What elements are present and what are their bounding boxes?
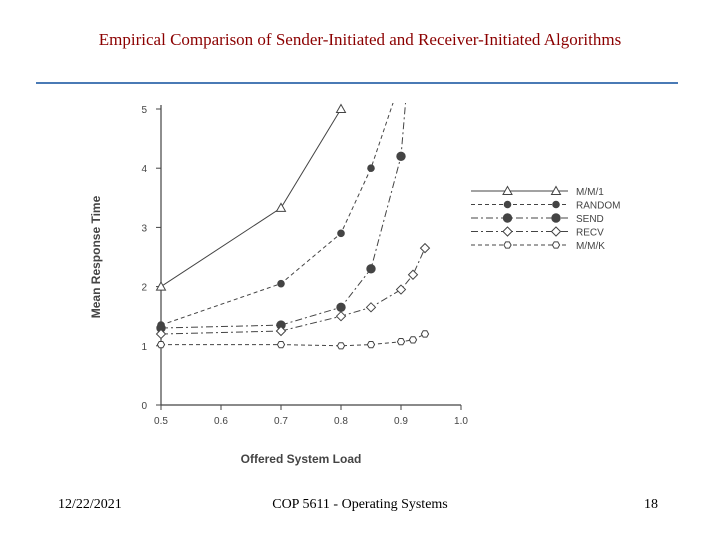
data-point-recv — [275, 325, 287, 337]
legend-marker-mmk — [503, 241, 512, 249]
y-tick-label: 4 — [141, 164, 147, 175]
legend-label-random: RANDOM — [576, 201, 620, 212]
data-point-recv — [155, 328, 167, 340]
data-point-mmk — [408, 336, 418, 344]
data-point-send — [396, 151, 406, 162]
legend-label-mm1: M/M/1 — [576, 187, 604, 198]
data-point-recv — [407, 269, 419, 280]
data-point-recv — [335, 310, 347, 322]
data-point-recv — [419, 242, 431, 254]
legend-marker-mmk — [551, 241, 561, 249]
y-tick-label: 1 — [141, 342, 147, 353]
x-tick-label: 0.9 — [394, 416, 408, 427]
x-axis-title: Offered System Load — [241, 452, 362, 466]
y-tick-label: 3 — [141, 223, 147, 234]
data-point-mm1 — [155, 281, 167, 291]
x-tick-label: 0.8 — [334, 416, 348, 427]
data-point-mmk — [396, 338, 406, 346]
chart-container: 0.5 0.6 0.7 0.8 0.9 1.0 0 1 2 3 4 5 Offered System L… — [78, 95, 640, 475]
data-point-recv — [365, 302, 377, 313]
footer-date: 12/22/2021 — [58, 497, 122, 512]
series-line-mm1 — [160, 108, 342, 288]
x-tick-label: 0.5 — [154, 416, 168, 427]
x-tick-label: 0.7 — [274, 416, 288, 427]
y-tick-label: 0 — [141, 401, 147, 412]
data-point-mmk — [366, 341, 376, 349]
response-time-chart: 0.5 0.6 0.7 0.8 0.9 1.0 0 1 2 3 4 5 Offered System L… — [89, 103, 620, 466]
data-point-random — [367, 164, 375, 172]
legend-label-send: SEND — [576, 214, 604, 225]
legend-marker-recv — [550, 226, 562, 237]
legend-marker-send — [502, 213, 513, 223]
y-tick-label: 2 — [141, 283, 147, 294]
x-tick-label: 1.0 — [454, 416, 468, 427]
footer-page-number: 18 — [644, 497, 658, 512]
data-point-mm1 — [335, 103, 347, 113]
data-point-send — [336, 302, 346, 313]
legend-marker-mm1 — [502, 185, 513, 195]
legend-marker-random — [552, 200, 560, 209]
x-tick-label: 0.6 — [214, 416, 228, 427]
y-tick-label: 5 — [141, 105, 147, 116]
legend-label-recv: RECV — [576, 228, 604, 239]
legend-marker-send — [551, 213, 561, 223]
slide-title: Empirical Comparison of Sender-Initiated… — [98, 30, 622, 49]
footer-course: COP 5611 - Operating Systems — [272, 497, 448, 512]
series-line-mmk — [161, 333, 426, 347]
y-axis-title: Mean Response Time — [89, 195, 103, 318]
data-point-mmk — [156, 341, 166, 349]
data-point-mmk — [420, 330, 430, 338]
data-point-mmk — [276, 341, 286, 349]
data-point-mmk — [336, 342, 346, 350]
data-point-send — [366, 264, 376, 274]
series-line-send — [160, 103, 407, 329]
legend-marker-mm1 — [550, 185, 562, 195]
data-point-mm1 — [275, 202, 287, 212]
legend-marker-recv — [502, 226, 513, 237]
title-divider — [36, 82, 678, 84]
data-point-random — [337, 229, 345, 238]
legend-marker-random — [503, 200, 512, 209]
data-point-random — [277, 279, 285, 288]
legend-label-mmk: M/M/K — [576, 241, 605, 252]
data-point-recv — [395, 284, 407, 295]
